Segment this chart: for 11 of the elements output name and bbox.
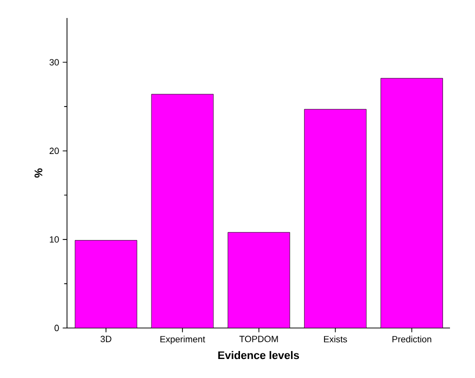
y-tick-label: 10 (50, 236, 59, 243)
x-axis-title: Evidence levels (218, 351, 299, 360)
y-tick-label: 30 (50, 59, 59, 66)
y-tick-label: 0 (54, 324, 59, 332)
x-tick-label: 3D (100, 336, 112, 342)
y-axis-title: % (34, 168, 42, 178)
x-tick-label: Exists (324, 336, 347, 342)
x-tick-label: TOPDOM (239, 336, 278, 342)
y-tick-label: 20 (50, 148, 59, 154)
x-tick-label: Experiment (160, 336, 206, 344)
x-tick-label: Prediction (392, 336, 432, 342)
